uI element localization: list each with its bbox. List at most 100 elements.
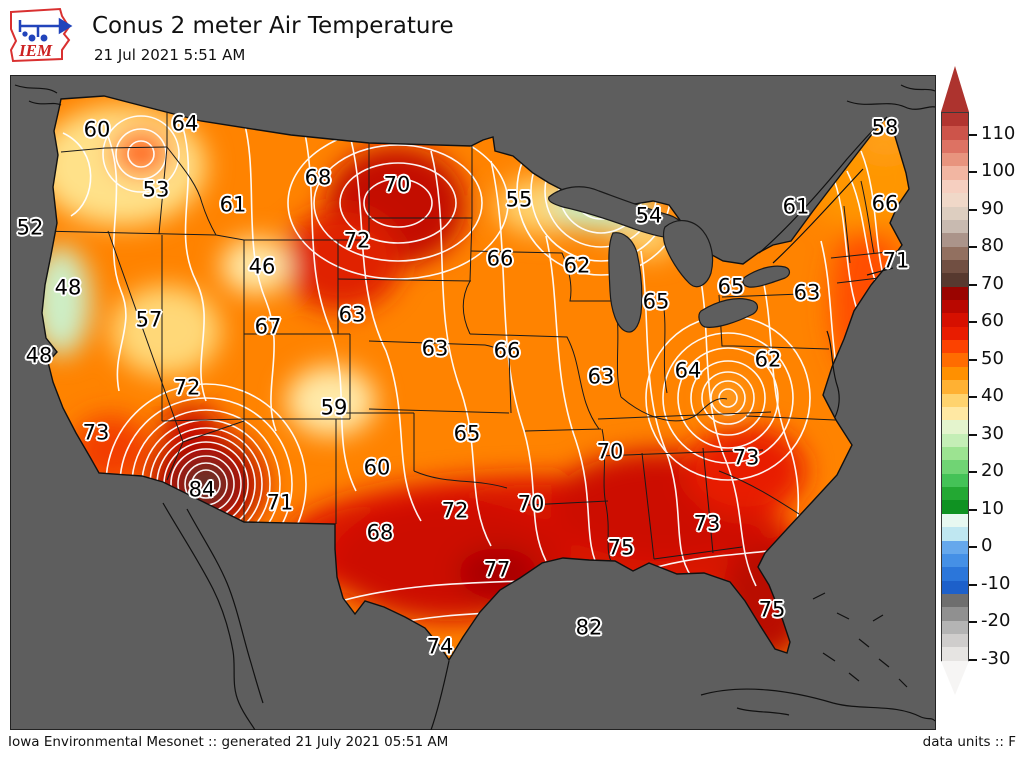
temp-label: 63 — [338, 302, 366, 327]
colorbar-tick-label: 50 — [981, 347, 1004, 369]
colorbar-band — [942, 313, 968, 327]
temp-label: 58 — [871, 115, 899, 140]
temp-label: 64 — [674, 358, 702, 383]
temp-label: 71 — [882, 248, 910, 273]
colorbar-tick — [969, 283, 977, 286]
colorbar-tick — [969, 171, 977, 174]
colorbar-tick-label: 80 — [981, 235, 1004, 257]
temp-label: 82 — [575, 615, 603, 640]
conus-temperature-map — [14, 84, 936, 731]
temp-label: 60 — [83, 117, 111, 142]
colorbar-tick-label: 20 — [981, 460, 1004, 482]
colorbar-band — [942, 647, 968, 661]
colorbar-band — [942, 166, 968, 180]
colorbar-band — [942, 366, 968, 381]
footer: Iowa Environmental Mesonet :: generated … — [0, 730, 1024, 768]
colorbar-band — [942, 567, 968, 581]
neighbor-coastlines — [14, 84, 936, 731]
temp-label: 67 — [254, 314, 282, 339]
temp-label: 72 — [173, 375, 201, 400]
colorbar-band — [942, 179, 968, 194]
temp-label: 52 — [16, 215, 44, 240]
footer-credit: Iowa Environmental Mesonet :: generated … — [8, 734, 449, 750]
temp-label: 60 — [363, 455, 391, 480]
colorbar-band — [942, 273, 968, 287]
colorbar-band — [942, 393, 968, 407]
colorbar-band — [942, 500, 968, 514]
temp-label: 77 — [483, 557, 511, 582]
colorbar-tick — [969, 621, 977, 624]
footer-units: data units :: F — [922, 734, 1016, 750]
colorbar-band — [942, 206, 968, 220]
great-lakes — [548, 186, 791, 333]
temp-label: 66 — [871, 191, 899, 216]
iem-logo: IEM — [9, 7, 73, 63]
colorbar-band — [942, 219, 968, 234]
temp-label: 63 — [421, 336, 449, 361]
temp-label: 66 — [486, 246, 514, 271]
temp-label: 63 — [793, 280, 821, 305]
temp-label: 65 — [453, 421, 481, 446]
temp-label: 73 — [693, 511, 721, 536]
colorbar-tick-label: 10 — [981, 497, 1004, 519]
colorbar-tick-label: 100 — [981, 160, 1016, 182]
temp-label: 68 — [366, 520, 394, 545]
page-title: Conus 2 meter Air Temperature — [92, 13, 454, 39]
colorbar-tick — [969, 321, 977, 324]
colorbar-tick — [969, 546, 977, 549]
colorbar-band — [942, 420, 968, 434]
colorbar-band — [942, 433, 968, 447]
temp-label: 72 — [343, 228, 371, 253]
colorbar-tick-label: 40 — [981, 385, 1004, 407]
temp-label: 48 — [25, 343, 53, 368]
colorbar-band — [942, 553, 968, 568]
colorbar-band — [942, 593, 968, 608]
colorbar-band — [942, 193, 968, 207]
temp-label: 66 — [493, 338, 521, 363]
colorbar-band — [942, 620, 968, 635]
temp-label: 62 — [563, 253, 591, 278]
colorbar-tick-label: 30 — [981, 422, 1004, 444]
colorbar-tick-label: 110 — [981, 122, 1016, 144]
colorbar-band — [942, 286, 968, 301]
temp-label: 73 — [732, 445, 760, 470]
colorbar-band — [942, 406, 968, 421]
colorbar-band — [942, 139, 968, 154]
colorbar-band — [942, 607, 968, 621]
temp-label: 53 — [142, 177, 170, 202]
colorbar-tick — [969, 508, 977, 511]
colorbar-band — [942, 513, 968, 528]
temp-label: 64 — [171, 111, 199, 136]
colorbar-band — [942, 540, 968, 554]
colorbar-band — [942, 527, 968, 541]
temp-label: 63 — [587, 364, 615, 389]
temp-label: 70 — [517, 491, 545, 516]
colorbar-band — [942, 634, 968, 648]
colorbar-band — [942, 460, 968, 474]
colorbar-tick — [969, 583, 977, 586]
colorbar-tick-label: -30 — [981, 648, 1011, 669]
page-subtitle: 21 Jul 2021 5:51 AM — [94, 46, 246, 64]
temp-label: 46 — [248, 254, 276, 279]
temp-label: 71 — [266, 490, 294, 515]
colorbar-band — [942, 473, 968, 488]
temp-label: 74 — [426, 634, 454, 659]
temperature-field — [42, 96, 909, 660]
temp-label: 65 — [642, 289, 670, 314]
colorbar-band — [942, 487, 968, 501]
iem-logo-text: IEM — [18, 41, 53, 60]
colorbar-band — [942, 246, 968, 260]
colorbar-band — [942, 153, 968, 167]
colorbar-tick-label: -10 — [981, 572, 1011, 594]
colorbar-band — [942, 580, 968, 594]
map-panel — [10, 75, 936, 731]
colorbar-arrow-up — [941, 66, 969, 112]
colorbar-tick — [969, 133, 977, 136]
colorbar-tick-label: 60 — [981, 310, 1004, 332]
colorbar-band — [942, 380, 968, 394]
temp-label: 57 — [135, 307, 163, 332]
colorbar-tick — [969, 471, 977, 474]
colorbar-band — [942, 326, 968, 341]
colorbar-band — [942, 233, 968, 247]
temp-label: 59 — [320, 395, 348, 420]
